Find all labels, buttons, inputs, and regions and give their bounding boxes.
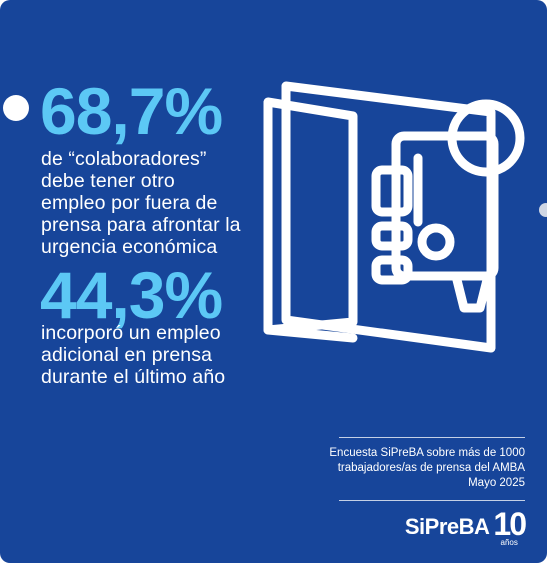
- anniversary-number: 10: [493, 506, 527, 542]
- newspaper-microphone-icon: [263, 81, 525, 353]
- microphone-flag: [391, 131, 499, 281]
- stat-value-1: 68,7%: [40, 74, 223, 148]
- divider-line: [339, 437, 525, 438]
- stat-description-1: de “colaboradores” debe tener otro emple…: [41, 148, 241, 258]
- logo-name: SiPreBA: [404, 514, 490, 539]
- newspaper-back-page: [281, 81, 496, 353]
- stat-description-2: incorporó un empleo adicional en prensa …: [41, 322, 226, 388]
- anniversary-subtitle: años: [500, 538, 518, 547]
- stat-value-2: 44,3%: [40, 258, 223, 332]
- bullet-dot: [3, 95, 29, 121]
- microphone-handle: [451, 271, 493, 313]
- newspaper-left-page: [263, 97, 358, 335]
- divider-line: [339, 500, 525, 501]
- edge-indicator: [539, 203, 547, 217]
- sipreba-logo: SiPreBA 10 años: [404, 506, 527, 547]
- source-note: Encuesta SiPreBA sobre más de 1000 traba…: [329, 447, 525, 489]
- anniversary-badge: 10 años: [493, 506, 527, 547]
